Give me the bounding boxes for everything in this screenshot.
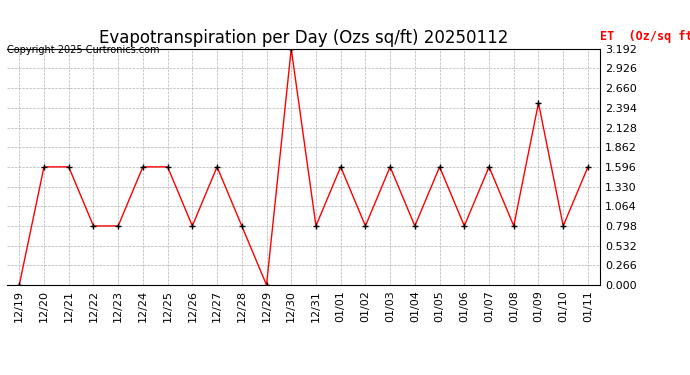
Title: Evapotranspiration per Day (Ozs sq/ft) 20250112: Evapotranspiration per Day (Ozs sq/ft) 2…: [99, 29, 509, 47]
Text: ET  (Oz/sq ft): ET (Oz/sq ft): [600, 30, 690, 43]
Text: Copyright 2025 Curtronics.com: Copyright 2025 Curtronics.com: [7, 45, 159, 55]
